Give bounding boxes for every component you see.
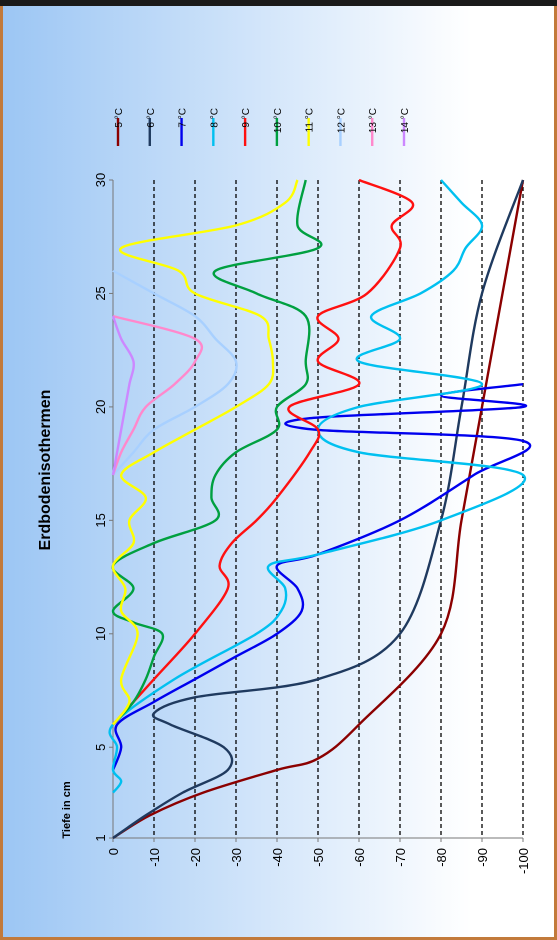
legend-label: 10 °C <box>273 108 284 133</box>
x-tick-label: 30 <box>93 173 108 187</box>
legend-label: 14 °C <box>400 108 411 133</box>
y-tick-label: -50 <box>311 848 326 867</box>
series-line-9 <box>112 178 415 726</box>
y-tick-label: -20 <box>188 848 203 867</box>
y-tick-label: -60 <box>352 848 367 867</box>
legend-label: 9 °C <box>241 108 252 128</box>
y-tick-label: -30 <box>229 848 244 867</box>
series-line-12 <box>112 269 238 476</box>
legend-label: 13 °C <box>368 108 379 133</box>
y-tick-label: -40 <box>270 848 285 867</box>
series-line-13 <box>111 314 204 476</box>
x-axis-label: Tiefe in cm <box>61 781 73 838</box>
y-tick-label: -100 <box>516 848 531 874</box>
chart-title: Erdbodenisothermen <box>37 390 54 551</box>
series-line-6 <box>112 179 525 839</box>
legend-label: 6 °C <box>146 108 157 128</box>
y-tick-labels: 0 -10 -20 -30 -40 -50 -60 -70 -80 -90 -100 <box>106 838 531 874</box>
legend-label: 8 °C <box>209 108 220 128</box>
series-line-5 <box>112 179 525 840</box>
y-tick-label: -10 <box>147 848 162 867</box>
series-line-14 <box>111 315 135 476</box>
y-tick-label: -90 <box>475 848 490 867</box>
y-tick-label: -70 <box>393 848 408 867</box>
series-line-7 <box>111 383 532 771</box>
y-tick-label: -80 <box>434 848 449 867</box>
grid-lines <box>153 180 524 838</box>
x-tick-label: 1 <box>93 834 108 841</box>
y-tick-label: 0 <box>106 848 121 855</box>
series-lines <box>108 178 532 840</box>
series-line-8 <box>108 179 527 794</box>
legend-label: 11 °C <box>305 108 316 132</box>
legend-label: 5 °C <box>114 108 125 128</box>
legend-label: 12 °C <box>336 108 347 133</box>
x-tick-label: 10 <box>93 627 108 641</box>
top-border <box>0 0 557 6</box>
legend: 5 °C 6 °C 7 °C 8 °C 9 °C 10 °C 11 °C 12 °C 13 °C… <box>114 108 411 146</box>
x-tick-label: 20 <box>93 400 108 414</box>
legend-label: 7 °C <box>178 108 189 128</box>
series-line-11 <box>111 179 299 726</box>
x-tick-label: 15 <box>93 513 108 527</box>
x-tick-label: 5 <box>93 744 108 751</box>
x-tick-label: 25 <box>93 286 108 300</box>
series-line-10 <box>111 179 323 726</box>
